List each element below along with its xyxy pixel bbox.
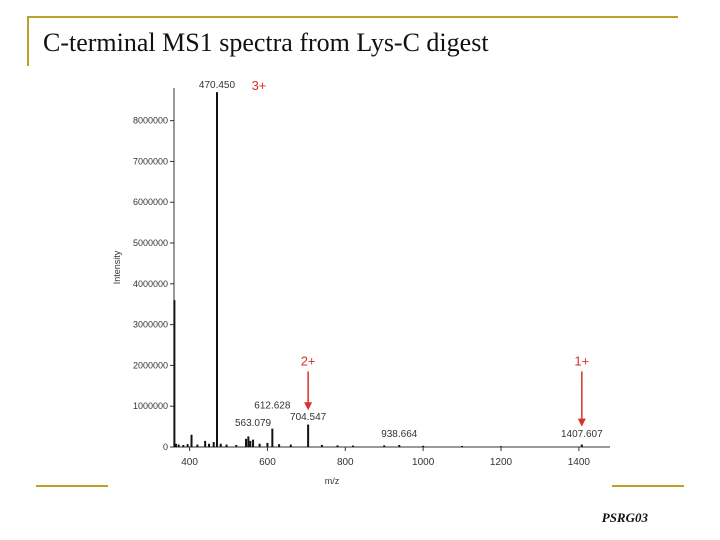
footer-rule-right <box>612 485 684 487</box>
y-tick-label: 1000000 <box>133 401 168 411</box>
x-tick-label: 1000 <box>412 457 435 468</box>
peak-label: 563.079 <box>235 418 272 429</box>
footer-rule-left <box>36 485 108 487</box>
charge-arrow-head <box>577 418 586 427</box>
charge-state-label: 3+ <box>252 78 267 93</box>
slide-title: C-terminal MS1 spectra from Lys-C digest <box>43 28 489 57</box>
charge-arrow-head <box>304 402 313 411</box>
y-tick-label: 6000000 <box>133 197 168 207</box>
charge-state-label: 1+ <box>574 353 589 368</box>
title-top-rule <box>27 16 678 18</box>
peak-label: 470.450 <box>199 80 236 91</box>
x-axis-label: m/z <box>325 476 340 486</box>
y-tick-label: 3000000 <box>133 320 168 330</box>
x-tick-label: 800 <box>337 457 354 468</box>
y-axis-label: Intensity <box>112 250 122 284</box>
x-tick-label: 1200 <box>490 457 513 468</box>
y-tick-label: 4000000 <box>133 279 168 289</box>
peak-label: 1407.607 <box>561 429 603 440</box>
footer-label: PSRG03 <box>601 510 648 525</box>
peak-label: 704.547 <box>290 412 327 423</box>
x-tick-label: 400 <box>181 457 198 468</box>
y-tick-label: 0 <box>163 442 168 452</box>
y-tick-label: 2000000 <box>133 360 168 370</box>
peak-label: 612.628 <box>254 400 291 411</box>
y-tick-label: 5000000 <box>133 238 168 248</box>
charge-state-label: 2+ <box>301 353 316 368</box>
peak-label: 938.664 <box>381 429 418 440</box>
y-tick-label: 7000000 <box>133 156 168 166</box>
y-tick-label: 8000000 <box>133 116 168 126</box>
ms1-spectrum-chart: 0 1000000 2000000 3000000 4000000 5000000 6000… <box>100 76 620 492</box>
title-left-rule <box>27 16 29 66</box>
x-tick-label: 600 <box>259 457 276 468</box>
x-tick-label: 1400 <box>568 457 591 468</box>
title-bar: C-terminal MS1 spectra from Lys-C digest <box>27 16 678 66</box>
